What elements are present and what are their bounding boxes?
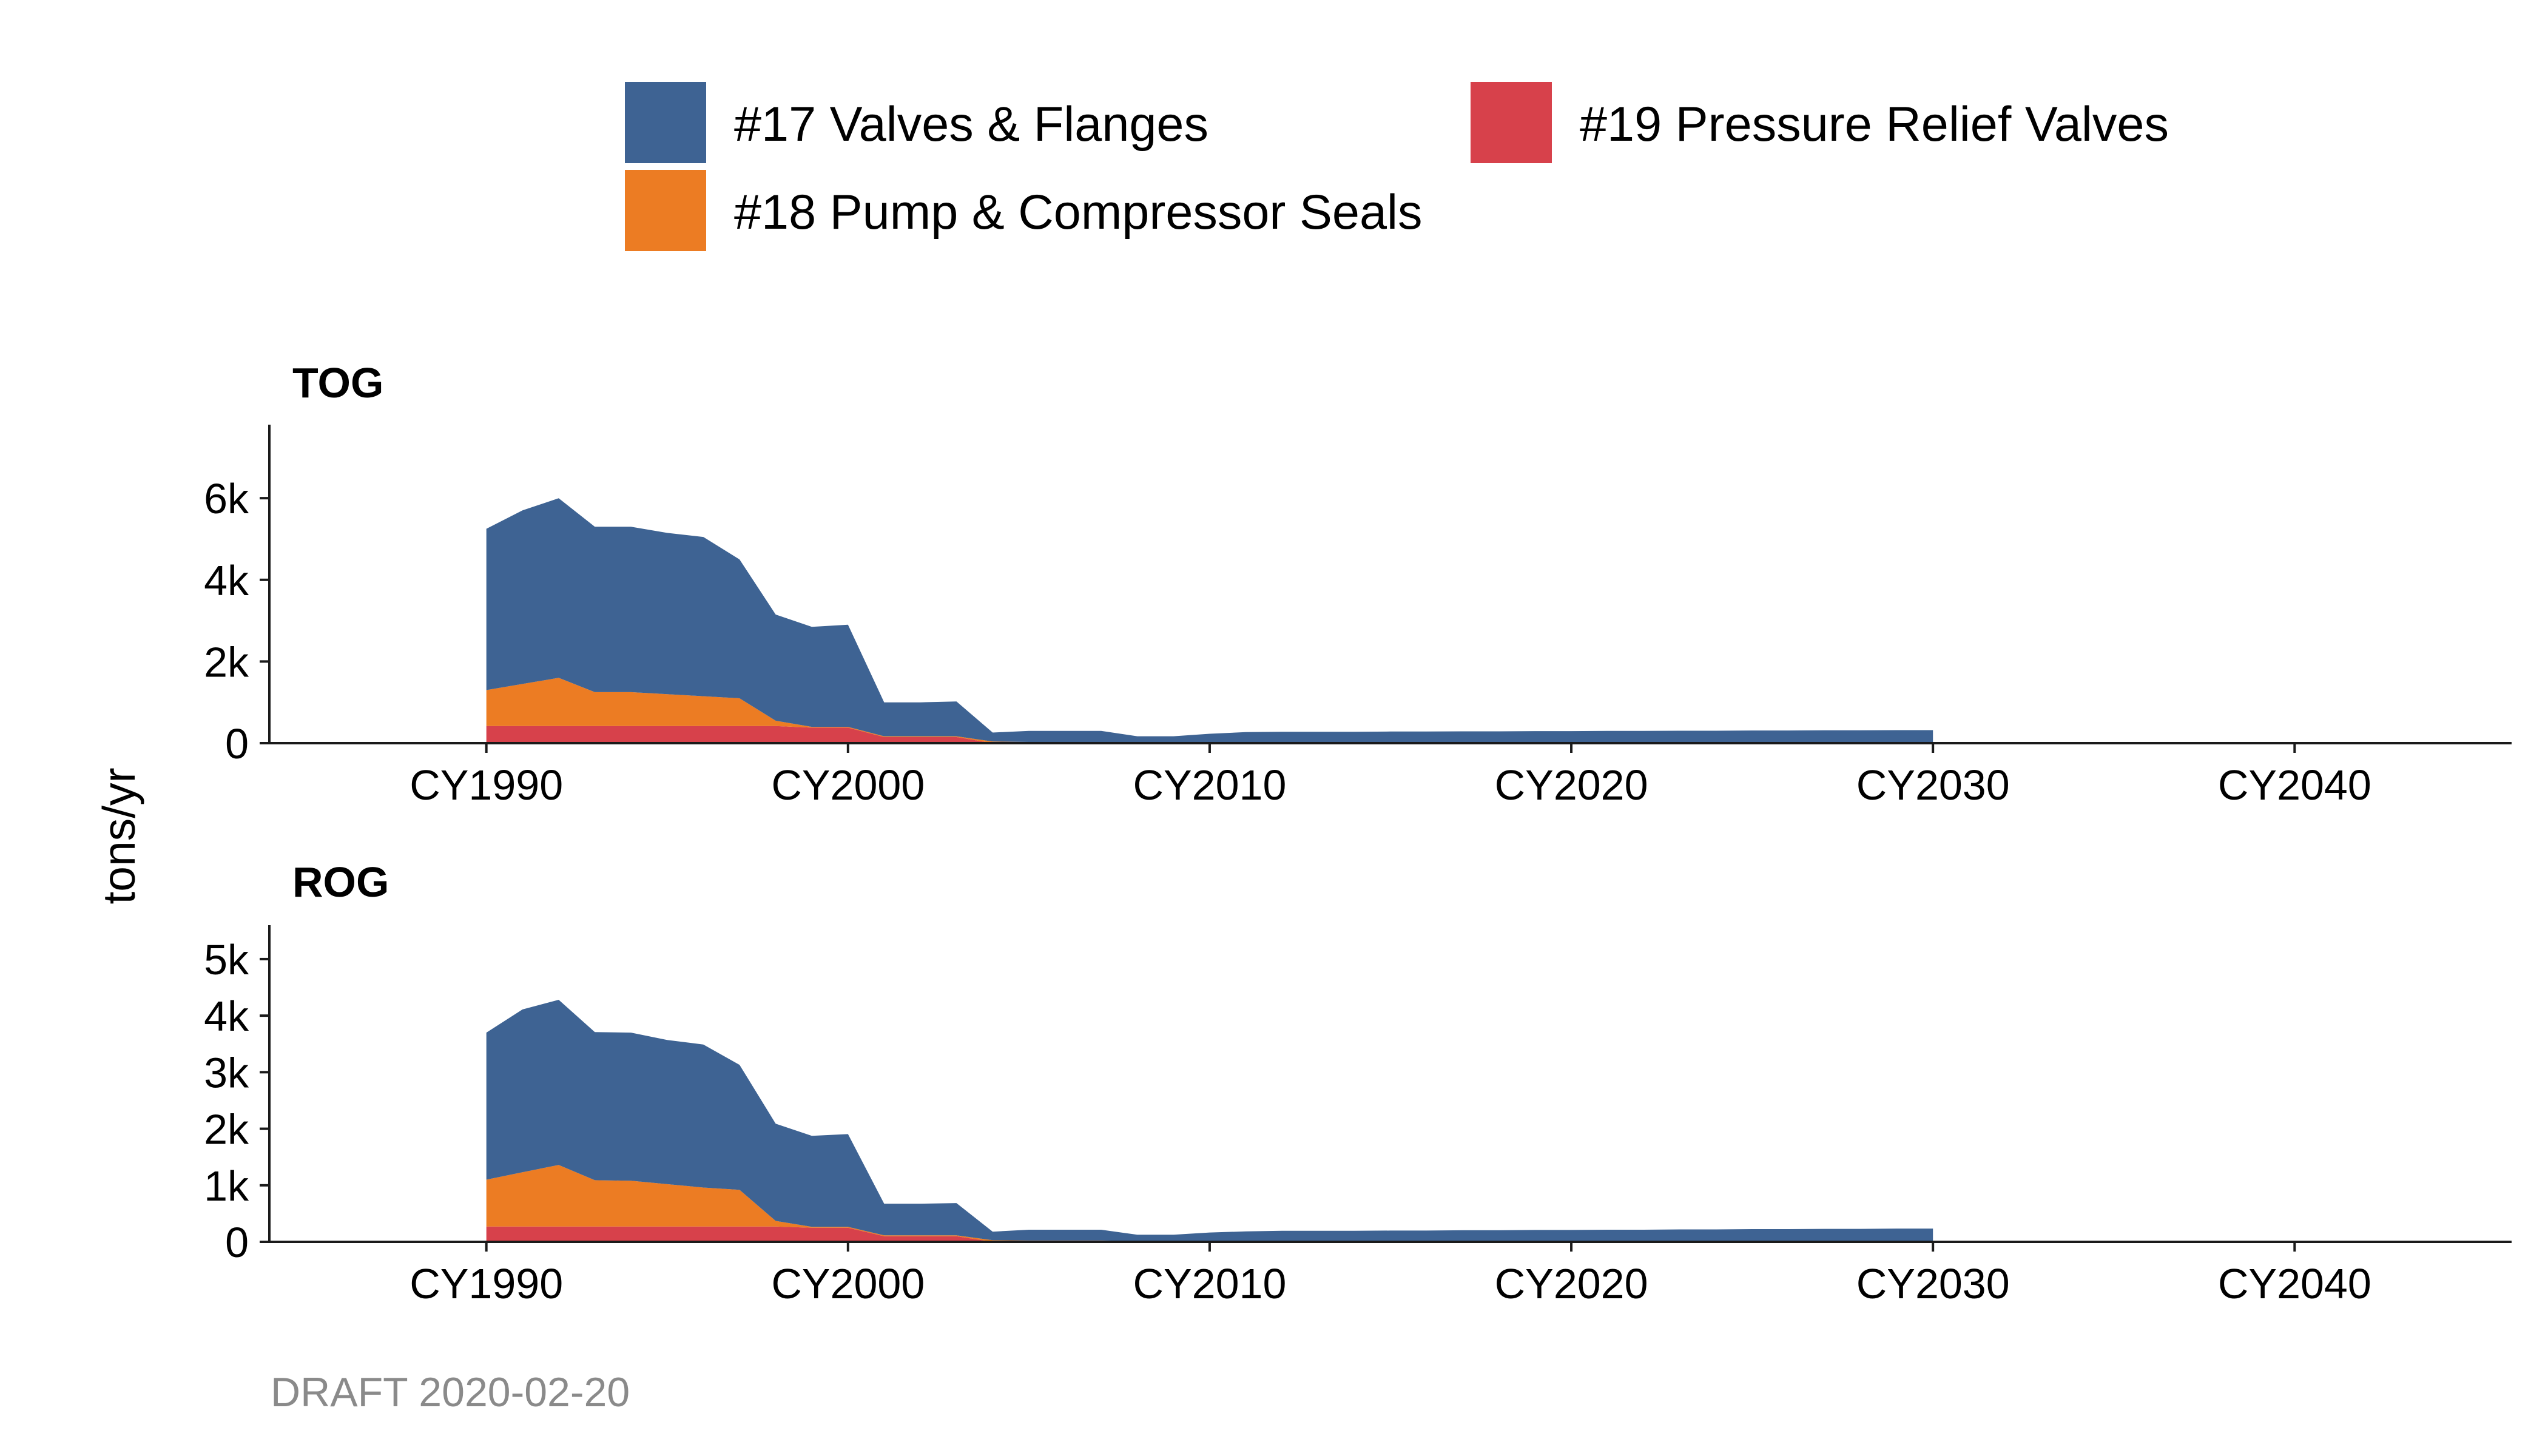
tog-y-tick-label: 4k	[204, 557, 249, 604]
tog-x-tick-label: CY2010	[1133, 761, 1286, 809]
tog-area-19-pressure-relief-valves	[486, 726, 1933, 743]
legend-label-pump-compressor-seals: #18 Pump & Compressor Seals	[734, 185, 1423, 240]
tog-x-tick-label: CY2040	[2218, 761, 2371, 809]
draft-caption: DRAFT 2020-02-20	[271, 1369, 630, 1415]
rog-x-tick-label: CY2030	[1856, 1260, 2010, 1307]
tog-area-17-valves-flanges	[486, 498, 1933, 743]
rog-y-tick-label: 5k	[204, 936, 249, 983]
rog-y-tick-label: 2k	[204, 1106, 249, 1153]
rog-y-tick-label: 3k	[204, 1049, 249, 1096]
tog-y-tick-label: 2k	[204, 638, 249, 686]
tog-y-tick-label: 6k	[204, 475, 249, 522]
rog-x-tick-label: CY1990	[410, 1260, 563, 1307]
rog-x-tick-label: CY2040	[2218, 1260, 2371, 1307]
tog-y-tick-label: 0	[225, 720, 249, 767]
tog-x-tick-label: CY2030	[1856, 761, 2010, 809]
panel-title-tog: TOG	[292, 359, 383, 406]
rog-area-19-pressure-relief-valves	[486, 1226, 1933, 1242]
rog-x-tick-label: CY2000	[771, 1260, 925, 1307]
rog-x-tick-label: CY2020	[1495, 1260, 1648, 1307]
legend-swatch-pump-compressor-seals	[625, 170, 706, 251]
rog-y-tick-label: 0	[225, 1219, 249, 1266]
tog-x-tick-label: CY2020	[1495, 761, 1648, 809]
y-axis-label: tons/yr	[93, 767, 144, 904]
legend-swatch-pressure-relief-valves	[1471, 82, 1552, 163]
legend-swatch-valves-flanges	[625, 82, 706, 163]
legend-label-pressure-relief-valves: #19 Pressure Relief Valves	[1580, 97, 2169, 152]
panel-tog: TOG 0 2k 4k 6k CY1990 CY2000 CY2010 CY2020 CY203…	[204, 359, 2512, 809]
tog-x-tick-label: CY1990	[410, 761, 563, 809]
legend: #17 Valves & Flanges #19 Pressure Relief…	[625, 82, 2169, 251]
rog-y-tick-label: 1k	[204, 1162, 249, 1210]
rog-x-tick-label: CY2010	[1133, 1260, 1286, 1307]
rog-area-17-valves-flanges	[486, 1000, 1933, 1241]
tog-x-tick-label: CY2000	[771, 761, 925, 809]
panel-title-rog: ROG	[292, 858, 389, 906]
legend-label-valves-flanges: #17 Valves & Flanges	[734, 97, 1208, 152]
rog-y-tick-label: 4k	[204, 993, 249, 1040]
panel-rog: ROG 0 1k 2k 3k 4k 5k CY1990 CY2000 CY2010 CY2020 C…	[204, 858, 2512, 1307]
